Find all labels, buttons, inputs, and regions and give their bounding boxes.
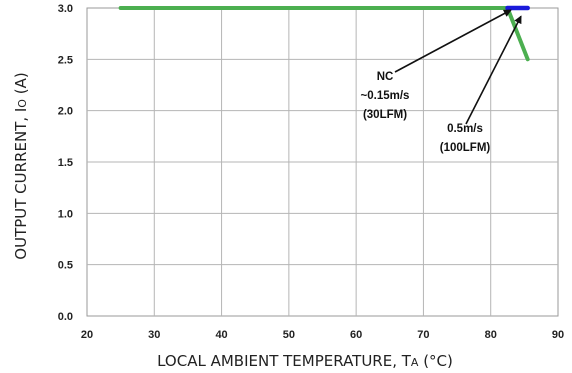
y-tick-label: 0.0 (58, 311, 73, 323)
annotations: NC ~0.15m/s (30LFM) 0.5m/s (100LFM) (361, 9, 522, 154)
x-tick-labels: 20 30 40 50 60 70 80 90 (81, 329, 564, 341)
y-tick-labels: 0.0 0.5 1.0 1.5 2.0 2.5 3.0 (58, 3, 73, 323)
x-tick-label: 50 (283, 329, 295, 341)
annotation-arrow-1 (394, 9, 512, 73)
x-tick-label: 70 (417, 329, 429, 341)
annotation-label-1: NC ~0.15m/s (30LFM) (361, 71, 410, 121)
y-tick-label: 0.5 (58, 260, 73, 272)
x-tick-label: 40 (215, 329, 227, 341)
y-tick-label: 2.5 (58, 54, 73, 66)
x-axis-title: LOCAL AMBIENT TEMPERATURE, TA (°C) (157, 352, 453, 370)
y-tick-label: 2.0 (58, 106, 73, 118)
x-tick-label: 90 (552, 329, 564, 341)
y-axis-title: OUTPUT CURRENT, IO (A) (12, 72, 30, 259)
x-tick-label: 80 (485, 329, 497, 341)
annotation-arrow-2 (465, 15, 522, 125)
grid (87, 8, 558, 316)
annotation-label-2: 0.5m/s (100LFM) (440, 123, 491, 154)
y-tick-label: 1.0 (58, 208, 73, 220)
y-tick-label: 3.0 (58, 3, 73, 15)
x-tick-label: 20 (81, 329, 93, 341)
series-group (118, 5, 530, 62)
y-tick-label: 1.5 (58, 157, 73, 169)
x-tick-label: 60 (350, 329, 362, 341)
x-tick-label: 30 (148, 329, 160, 341)
